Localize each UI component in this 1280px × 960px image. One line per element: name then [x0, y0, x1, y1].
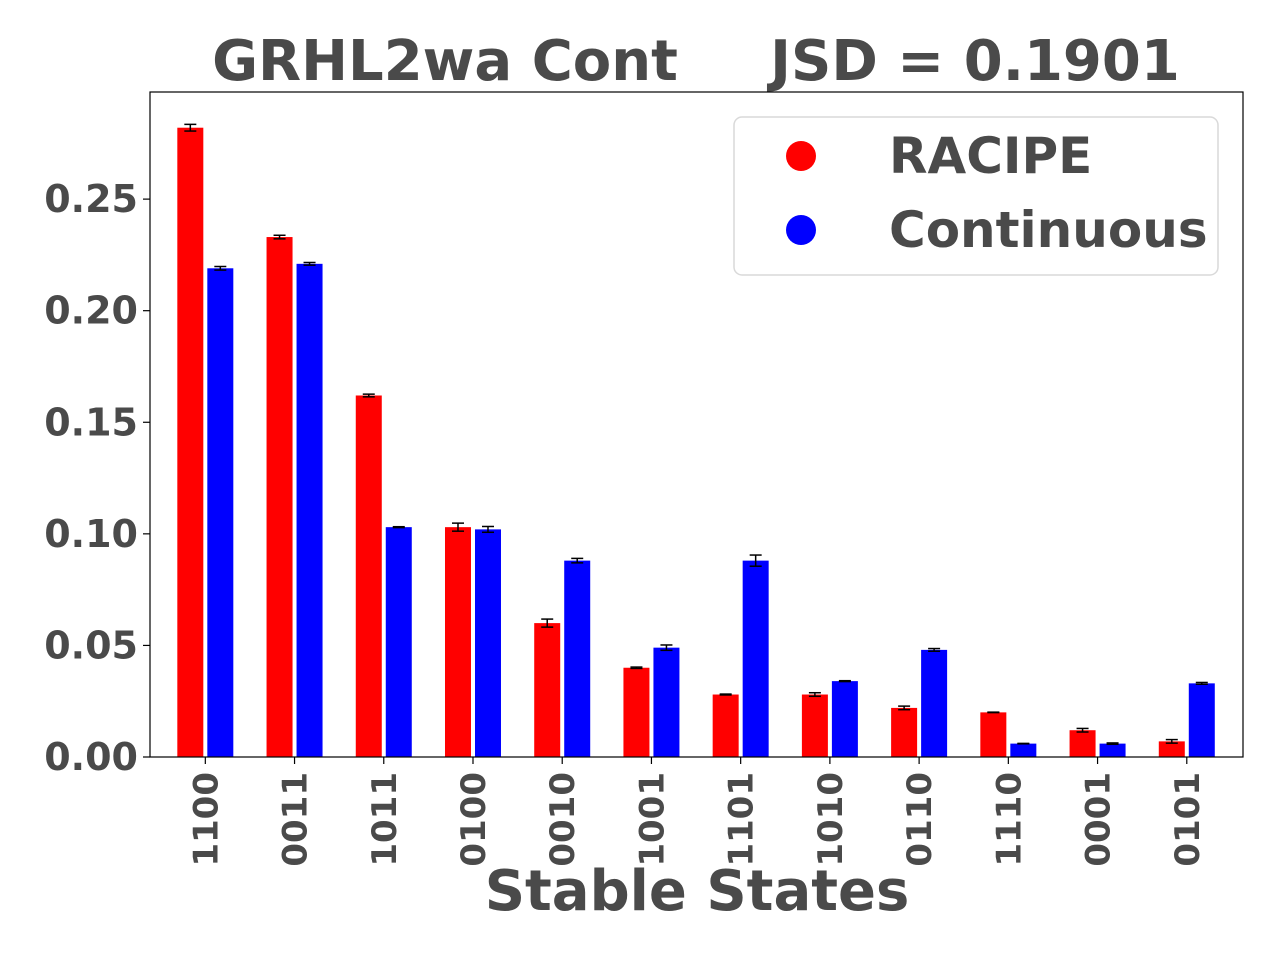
legend-label-racipe: RACIPE: [889, 127, 1092, 185]
bar-racipe-1110: [980, 712, 1007, 757]
bar-continuous-0101: [1188, 683, 1215, 757]
x-tick-label-0101: 0101: [1168, 772, 1208, 867]
x-axis: 1100 0011 1011 0100 0010 1001 1101 1010 0110 1110…: [186, 757, 1208, 867]
x-tick-label-0011: 0011: [276, 772, 316, 867]
bar-continuous-1101: [742, 560, 769, 757]
bar-continuous-1001: [653, 647, 680, 757]
bar-continuous-0100: [474, 529, 501, 757]
bar-racipe-1010: [801, 694, 828, 757]
y-tick-label-0.00: 0.00: [44, 735, 138, 779]
bar-racipe-1100: [177, 127, 204, 757]
bar-racipe-0010: [534, 623, 561, 757]
legend: RACIPE Continuous: [733, 116, 1219, 276]
y-axis: 0.00 0.05 0.10 0.15 0.20 0.25: [44, 177, 150, 779]
x-tick-label-0010: 0010: [543, 772, 583, 867]
errorbars-group: [184, 123, 1208, 746]
x-tick-label-0110: 0110: [900, 772, 940, 867]
y-tick-label-0.15: 0.15: [44, 400, 138, 444]
bar-continuous-1010: [831, 681, 858, 757]
bars-group: [177, 127, 1215, 757]
bar-continuous-0001: [1099, 743, 1126, 757]
bar-racipe-0011: [266, 237, 293, 757]
x-tick-label-1110: 1110: [989, 772, 1029, 867]
plot-frame: [149, 91, 1244, 758]
x-tick-label-1101: 1101: [722, 772, 762, 867]
x-tick-label-1011: 1011: [365, 772, 405, 867]
y-tick-label-0.20: 0.20: [44, 289, 138, 333]
legend-marker-continuous: [786, 215, 816, 245]
legend-label-continuous: Continuous: [889, 201, 1208, 259]
bar-continuous-1100: [207, 268, 234, 757]
bar-racipe-1101: [712, 694, 739, 757]
y-tick-label-0.05: 0.05: [44, 623, 138, 667]
chart-title-left: GRHL2wa Cont: [212, 29, 678, 94]
bar-continuous-0011: [296, 263, 323, 757]
x-tick-label-0100: 0100: [454, 772, 494, 867]
bar-racipe-0110: [891, 707, 918, 757]
legend-box: [733, 116, 1219, 276]
x-tick-label-0001: 0001: [1079, 772, 1119, 867]
bar-racipe-0001: [1069, 730, 1096, 757]
legend-marker-racipe: [786, 141, 816, 171]
bar-racipe-1011: [355, 395, 382, 757]
bar-racipe-0100: [444, 527, 471, 757]
bar-continuous-0110: [921, 649, 948, 757]
x-tick-label-1100: 1100: [186, 772, 226, 867]
y-tick-label-0.25: 0.25: [44, 177, 138, 221]
bar-continuous-0010: [564, 560, 591, 757]
bar-continuous-1110: [1010, 743, 1037, 757]
bar-continuous-1011: [385, 527, 412, 757]
bar-racipe-0101: [1158, 741, 1185, 757]
bar-racipe-1001: [623, 667, 650, 757]
x-axis-label: Stable States: [485, 859, 910, 924]
y-tick-label-0.10: 0.10: [44, 512, 138, 556]
x-tick-label-1001: 1001: [632, 772, 672, 867]
chart-title-right: JSD = 0.1901: [766, 29, 1180, 94]
x-tick-label-1010: 1010: [811, 772, 851, 867]
